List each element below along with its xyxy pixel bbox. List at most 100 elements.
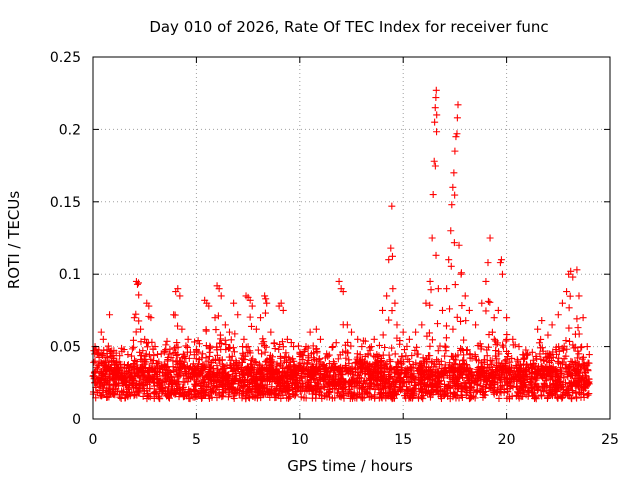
data-point-bg [517,393,525,401]
data-point-bg [557,364,565,372]
data-point-bg [130,343,138,351]
data-point-bg [124,351,132,359]
data-point-bg [529,360,537,368]
data-point-bg [190,369,198,377]
data-point [579,314,587,322]
data-point-bg [112,380,120,388]
data-point [538,317,546,325]
data-point-bg [522,346,530,354]
data-point-bg [191,338,199,346]
data-point-bg [208,388,216,396]
data-point-bg [565,304,573,312]
data-point-bg [534,363,542,371]
data-point-bg [105,381,113,389]
data-point [544,331,552,339]
data-point-bg [213,369,221,377]
data-point-bg [379,374,387,382]
data-point-bg [100,359,108,367]
data-point-bg [411,346,419,354]
data-point [335,277,343,285]
data-point-bg [408,352,416,360]
data-point-bg [353,375,361,383]
data-point-bg [430,383,438,391]
data-point-bg [423,332,431,340]
data-point-bg [266,389,274,397]
data-point-bg [285,387,293,395]
data-point-bg [269,358,277,366]
data-point-bg [154,378,162,386]
data-point-bg [577,344,585,352]
data-point-bg [244,371,252,379]
data-point-bg [304,344,312,352]
data-point-bg [217,340,225,348]
data-point-bg [385,387,393,395]
data-point-bg [512,361,520,369]
data-point-bg [486,380,494,388]
x-tick-label: 10 [291,432,309,448]
data-point-bg [404,355,412,363]
data-point-bg [473,380,481,388]
data-point-bg [102,367,110,375]
data-point-bg [195,340,203,348]
data-point-bg [585,380,593,388]
data-point-bg [292,365,300,373]
data-point [496,259,504,267]
data-point-bg [585,351,593,359]
data-point [452,133,460,141]
data-point [205,302,213,310]
data-point-bg [472,388,480,396]
data-point-bg [435,377,443,385]
data-point-bg [520,387,528,395]
data-point-bg [190,376,198,384]
data-point-bg [421,382,429,390]
data-point-bg [219,375,227,383]
data-point-bg [359,383,367,391]
data-point-bg [296,353,304,361]
data-point-bg [234,380,242,388]
data-point-bg [202,382,210,390]
data-point-bg [382,394,390,402]
data-point-bg [184,374,192,382]
data-point [478,299,486,307]
data-point-bg [118,347,126,355]
data-point-bg [182,369,189,377]
data-point-bg [487,361,495,369]
data-point-bg [554,359,562,367]
data-point-bg [417,369,425,377]
data-point-bg [391,350,399,358]
data-point-bg [336,378,344,386]
data-point [354,335,362,343]
data-point-bg [396,340,404,348]
data-point-bg [282,353,290,361]
data-point [453,130,461,138]
data-point-bg [219,392,227,400]
data-point-bg [396,374,404,382]
data-point-bg [398,382,406,390]
data-point-bg [91,373,99,381]
data-point-bg [104,342,112,350]
data-point-bg [333,381,341,389]
data-point-bg [155,358,163,366]
data-point-bg [571,330,579,338]
data-point-bg [532,352,540,360]
data-point-bg [390,385,398,393]
data-point [482,277,490,285]
data-point-bg [446,305,454,313]
data-point-bg [449,352,457,360]
data-point-bg [388,307,396,315]
data-point-bg [388,252,396,260]
data-point-bg [373,351,381,359]
data-point-bg [393,376,401,384]
data-point-bg [558,344,566,352]
data-point-bg [408,394,416,402]
grid [93,57,610,419]
data-point-bg [307,383,315,391]
data-point-bg [165,394,173,402]
data-point-bg [447,262,455,270]
data-point-bg [291,380,299,388]
data-point-bg [244,348,252,356]
data-point [399,328,407,336]
data-point-bg [501,378,509,386]
data-point-bg [528,348,536,356]
data-point-bg [172,358,180,366]
